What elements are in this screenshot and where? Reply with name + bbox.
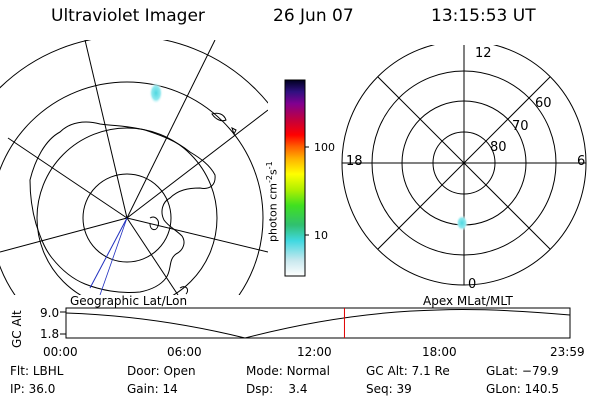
altitude-timeline: [60, 307, 571, 339]
status-ip: IP: 36.0: [10, 382, 56, 396]
status-seq: Seq: 39: [366, 382, 412, 396]
status-dsp: Dsp: 3.4: [246, 382, 308, 396]
lat-label-60: 60: [535, 96, 552, 111]
lat-circle-mid: [36, 127, 218, 295]
xtick-0000: 00:00: [43, 345, 78, 359]
instrument-title: Ultraviolet Imager: [51, 6, 205, 26]
colorbar-unit-label: photon cm-2s-1: [265, 161, 280, 242]
status-glon: GLon: 140.5: [486, 382, 559, 396]
lat-label-70: 70: [512, 119, 529, 134]
date-label: 26 Jun 07: [273, 6, 354, 26]
colorbar-tick-10: 10: [314, 229, 328, 242]
mlt-label-6: 6: [577, 154, 586, 169]
status-gain: Gain: 14: [127, 382, 178, 396]
mlt-label-12: 12: [475, 46, 492, 61]
mlt-label-18: 18: [346, 154, 363, 169]
geographic-map: [0, 40, 268, 295]
status-flt: Flt: LBHL: [10, 364, 64, 378]
status-mode: Mode: Normal: [246, 364, 330, 378]
ytick-9: 9.0: [40, 306, 60, 320]
colorbar-tick-100: 100: [314, 141, 335, 154]
xtick-2359: 23:59: [550, 345, 585, 359]
status-glat: GLat: −79.9: [486, 364, 559, 378]
lat-circle-inner: [82, 173, 172, 263]
aurora-spot-geo: [149, 82, 163, 104]
ytick-1-8: 1.8: [40, 327, 60, 341]
xtick-0600: 06:00: [167, 345, 202, 359]
apex-mlat-mlt-label: Apex MLat/MLT: [423, 294, 513, 308]
aurora-spot-polar: [456, 215, 468, 231]
geographic-latlon-label: Geographic Lat/Lon: [70, 294, 188, 308]
lat-label-80: 80: [490, 140, 507, 155]
xtick-1800: 18:00: [422, 345, 457, 359]
status-gc-alt: GC Alt: 7.1 Re: [366, 364, 450, 378]
mlt-label-0: 0: [468, 277, 477, 292]
status-door: Door: Open: [127, 364, 196, 378]
altitude-curve: [65, 309, 571, 339]
color-bar: [284, 79, 309, 277]
gc-alt-axis-label: GC Alt: [10, 310, 24, 348]
xtick-1200: 12:00: [297, 345, 332, 359]
ground-track: [89, 217, 128, 289]
polar-plot: [341, 45, 587, 286]
time-label: 13:15:53 UT: [431, 6, 536, 26]
